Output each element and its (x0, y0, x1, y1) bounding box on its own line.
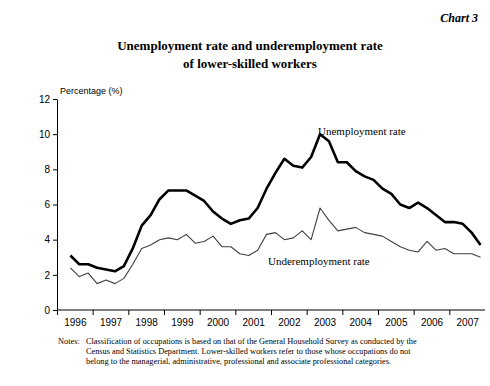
x-tick: 2002 (272, 310, 301, 328)
x-tick-mark (449, 310, 450, 315)
y-axis: 0 2 4 6 8 10 12 (39, 94, 58, 316)
x-tick-mark (200, 310, 201, 315)
x-tick-mark (235, 310, 236, 315)
note-text: Classification of occupations is based o… (86, 337, 417, 346)
y-tick-label: 0 (44, 305, 50, 316)
x-tick-label: 2001 (243, 317, 266, 328)
chart-container: Chart 3 Unemployment rate and underemploy… (0, 0, 490, 386)
y-tick-label: 4 (44, 234, 50, 245)
x-tick-label: 2002 (278, 317, 301, 328)
x-tick-mark (342, 310, 343, 315)
y-tick: 4 (44, 234, 57, 245)
x-tick-mark (128, 310, 129, 315)
x-tick-mark (93, 310, 94, 315)
x-tick-label: 2004 (350, 317, 373, 328)
x-tick: 2003 (307, 310, 336, 328)
y-tick: 10 (39, 129, 57, 140)
chart-title: Unemployment rate and underemployment ra… (117, 38, 383, 53)
x-axis: 1996 1997 1998 1999 2000 2001 2002 2003 2004 2005… (57, 310, 485, 328)
series-line (70, 208, 480, 284)
x-tick-label: 2005 (385, 317, 408, 328)
x-tick-label: 2006 (421, 317, 444, 328)
series-label: Unemployment rate (318, 125, 406, 137)
x-tick-label: 1996 (64, 317, 87, 328)
y-axis-line (57, 100, 58, 311)
chart-number: Chart 3 (440, 11, 478, 25)
y-tick-label: 8 (44, 164, 50, 175)
note-text: Census and Statistics Department. Lower-… (86, 347, 411, 356)
x-tick: 2005 (379, 310, 408, 328)
y-tick-label: 10 (39, 129, 51, 140)
x-tick-mark (378, 310, 379, 315)
chart-title: of lower-skilled workers (183, 56, 317, 71)
y-tick-mark (53, 205, 57, 206)
x-tick: 1998 (129, 310, 158, 328)
x-tick-label: 2003 (314, 317, 337, 328)
y-tick: 12 (39, 94, 57, 105)
y-tick-mark (53, 275, 57, 276)
x-tick-mark (271, 310, 272, 315)
y-tick-mark (53, 134, 57, 135)
y-tick: 2 (44, 270, 57, 281)
x-tick: 2001 (236, 310, 265, 328)
x-tick-label: 2000 (207, 317, 230, 328)
x-tick: 1997 (93, 310, 122, 328)
x-tick: 2004 (343, 310, 372, 328)
plot-area (70, 134, 480, 283)
x-tick: 2006 (414, 310, 443, 328)
y-tick: 8 (44, 164, 57, 175)
series-label: Underemployment rate (268, 255, 370, 267)
chart-svg: Chart 3 Unemployment rate and underemploy… (0, 0, 490, 386)
y-tick-label: 6 (44, 199, 50, 210)
y-axis-label: Percentage (%) (60, 86, 123, 96)
x-tick-mark (307, 310, 308, 315)
x-tick-label: 1998 (136, 317, 159, 328)
y-tick: 0 (44, 305, 57, 316)
x-tick-mark (57, 310, 58, 315)
y-tick-mark (53, 240, 57, 241)
y-tick-label: 2 (44, 270, 50, 281)
y-tick-mark (53, 169, 57, 170)
y-tick-label: 12 (39, 94, 51, 105)
x-tick: 2007 (450, 310, 479, 328)
y-tick: 6 (44, 199, 57, 210)
x-tick-label: 1997 (100, 317, 123, 328)
note-text: belong to the managerial, administrative… (86, 357, 391, 366)
x-tick: 1996 (58, 310, 87, 328)
y-tick-mark (53, 310, 57, 311)
x-tick-label: 1999 (171, 317, 194, 328)
x-tick-mark (164, 310, 165, 315)
x-tick: 2000 (200, 310, 229, 328)
x-tick-label: 2007 (457, 317, 480, 328)
y-tick-mark (53, 99, 57, 100)
x-tick-mark (414, 310, 415, 315)
note-text: Notes: (58, 337, 80, 346)
x-tick: 1999 (165, 310, 194, 328)
